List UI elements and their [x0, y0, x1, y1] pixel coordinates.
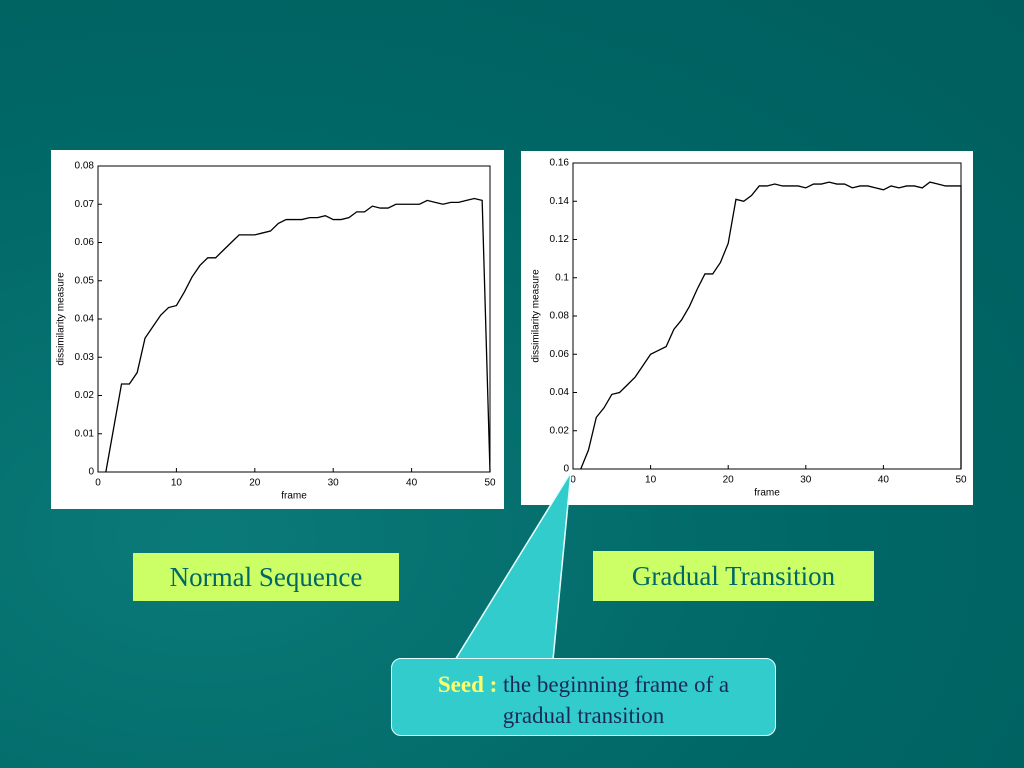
x-tick-label: 40: [406, 478, 418, 489]
x-tick-label: 10: [171, 478, 183, 489]
y-tick-label: 0.01: [75, 428, 95, 439]
x-tick-label: 10: [645, 475, 657, 486]
x-axis-label: frame: [754, 488, 780, 499]
x-tick-label: 50: [484, 478, 496, 489]
data-line: [105, 197, 491, 473]
label: Gradual Transition: [593, 551, 874, 601]
y-tick-label: 0.04: [75, 314, 95, 325]
y-tick-label: 0: [88, 467, 94, 478]
x-tick-label: 50: [955, 475, 967, 486]
y-tick-label: 0.08: [75, 161, 95, 172]
callout-text: the beginning frame of a gradual transit…: [502, 672, 730, 728]
chart: 0 0.01 0.02 0.03 0.04 0.05 0.06 0.07 0.08 0 10 20 30…: [51, 150, 504, 509]
y-tick-label: 0.03: [75, 352, 95, 363]
y-tick-label: 0.14: [550, 196, 570, 207]
y-tick-label: 0.06: [550, 349, 570, 360]
x-tick-label: 30: [328, 478, 340, 489]
chart: 0 0.02 0.04 0.06 0.08 0.1 0.12 0.14 0.16 0 10 20 30 4…: [521, 151, 973, 505]
y-tick-label: 0.07: [75, 199, 95, 210]
x-tick-label: 20: [249, 478, 261, 489]
x-tick-label: 20: [723, 475, 735, 486]
y-tick-label: 0.16: [550, 158, 570, 169]
y-axis-label: dissimilarity measure: [56, 272, 67, 366]
x-tick-label: 40: [878, 475, 890, 486]
x-tick-label: 0: [95, 478, 101, 489]
callout-keyword: Seed :: [437, 672, 498, 697]
y-tick-label: 0.04: [550, 387, 570, 398]
y-tick-label: 0.08: [550, 311, 570, 322]
y-tick-label: 0.06: [75, 237, 95, 248]
y-tick-label: 0.02: [550, 425, 570, 436]
y-axis-label: dissimilarity measure: [531, 269, 542, 363]
x-axis-label: frame: [281, 491, 307, 502]
y-tick-label: 0.12: [550, 234, 570, 245]
y-tick-label: 0.1: [555, 272, 569, 283]
callout: Seed : the beginning frame of a gradual …: [391, 658, 776, 736]
data-line: [580, 181, 962, 470]
x-tick-label: 0: [570, 475, 576, 486]
x-tick-label: 30: [800, 475, 812, 486]
y-tick-label: 0.05: [75, 275, 95, 286]
y-tick-label: 0.02: [75, 390, 95, 401]
y-tick-label: 0: [563, 464, 569, 475]
label: Normal Sequence: [133, 553, 399, 601]
